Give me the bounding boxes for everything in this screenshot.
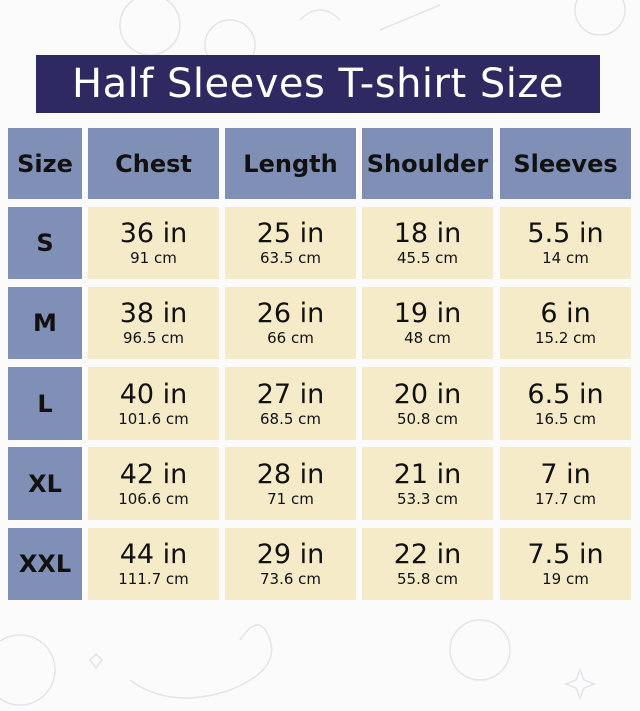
cm-value: 71 cm: [267, 489, 314, 508]
cm-value: 50.8 cm: [396, 409, 459, 428]
measurement-cell: 21 in 53.3 cm: [362, 447, 493, 520]
cm-value: 96.5 cm: [122, 329, 185, 347]
measurement-cell: 42 in 106.6 cm: [88, 447, 219, 520]
inches-value: 19 in: [393, 298, 462, 329]
inches-value: 5.5 in: [527, 218, 604, 249]
measurement-cell: 44 in 111.7 cm: [88, 528, 219, 600]
cm-value: 53.3 cm: [396, 489, 459, 508]
header-size: Size: [8, 128, 82, 199]
page-title: Half Sleeves T-shirt Size: [36, 55, 600, 113]
inches-value: 20 in: [393, 378, 462, 410]
measurement-cell: 38 in 96.5 cm: [88, 287, 219, 359]
cm-value: 48 cm: [404, 329, 451, 347]
cm-value: 111.7 cm: [118, 570, 189, 588]
header-chest: Chest: [88, 128, 219, 199]
inches-value: 42 in: [119, 458, 188, 490]
inches-value: 36 in: [119, 218, 188, 249]
inches-value: 26 in: [256, 298, 325, 329]
inches-value: 38 in: [119, 298, 188, 329]
cm-value: 66 cm: [267, 329, 314, 347]
size-label: S: [8, 207, 82, 279]
cm-value: 91 cm: [130, 249, 177, 267]
cm-value: 19 cm: [542, 570, 589, 588]
cm-value: 63.5 cm: [259, 249, 322, 267]
inches-value: 44 in: [119, 539, 188, 570]
inches-value: 7 in: [540, 458, 591, 490]
measurement-cell: 20 in 50.8 cm: [362, 367, 493, 440]
inches-value: 7.5 in: [527, 539, 604, 570]
measurement-cell: 6 in 15.2 cm: [500, 287, 631, 359]
measurement-cell: 26 in 66 cm: [225, 287, 356, 359]
inches-value: 27 in: [256, 378, 325, 410]
measurement-cell: 18 in 45.5 cm: [362, 207, 493, 279]
inches-value: 6.5 in: [527, 378, 604, 410]
cm-value: 15.2 cm: [534, 329, 597, 347]
cm-value: 14 cm: [542, 249, 589, 267]
measurement-cell: 6.5 in 16.5 cm: [500, 367, 631, 440]
header-sleeves: Sleeves: [500, 128, 631, 199]
measurement-cell: 19 in 48 cm: [362, 287, 493, 359]
inches-value: 22 in: [393, 539, 462, 570]
inches-value: 6 in: [540, 298, 591, 329]
cm-value: 55.8 cm: [396, 570, 459, 588]
header-length: Length: [225, 128, 356, 199]
measurement-cell: 25 in 63.5 cm: [225, 207, 356, 279]
measurement-cell: 22 in 55.8 cm: [362, 528, 493, 600]
cm-value: 101.6 cm: [118, 409, 189, 428]
cm-value: 73.6 cm: [259, 570, 322, 588]
size-label: XXL: [8, 528, 82, 600]
inches-value: 18 in: [393, 218, 462, 249]
measurement-cell: 7.5 in 19 cm: [500, 528, 631, 600]
measurement-cell: 36 in 91 cm: [88, 207, 219, 279]
inches-value: 21 in: [393, 458, 462, 490]
cm-value: 106.6 cm: [118, 489, 189, 508]
cm-value: 45.5 cm: [396, 249, 459, 267]
inches-value: 40 in: [119, 378, 188, 410]
measurement-cell: 27 in 68.5 cm: [225, 367, 356, 440]
size-label: L: [8, 367, 82, 440]
cm-value: 17.7 cm: [534, 489, 597, 508]
size-label: M: [8, 287, 82, 359]
header-shoulder: Shoulder: [362, 128, 493, 199]
inches-value: 28 in: [256, 458, 325, 490]
cm-value: 68.5 cm: [259, 409, 322, 428]
size-label: XL: [8, 447, 82, 520]
inches-value: 25 in: [256, 218, 325, 249]
measurement-cell: 5.5 in 14 cm: [500, 207, 631, 279]
measurement-cell: 7 in 17.7 cm: [500, 447, 631, 520]
cm-value: 16.5 cm: [534, 409, 597, 428]
measurement-cell: 29 in 73.6 cm: [225, 528, 356, 600]
measurement-cell: 40 in 101.6 cm: [88, 367, 219, 440]
inches-value: 29 in: [256, 539, 325, 570]
measurement-cell: 28 in 71 cm: [225, 447, 356, 520]
